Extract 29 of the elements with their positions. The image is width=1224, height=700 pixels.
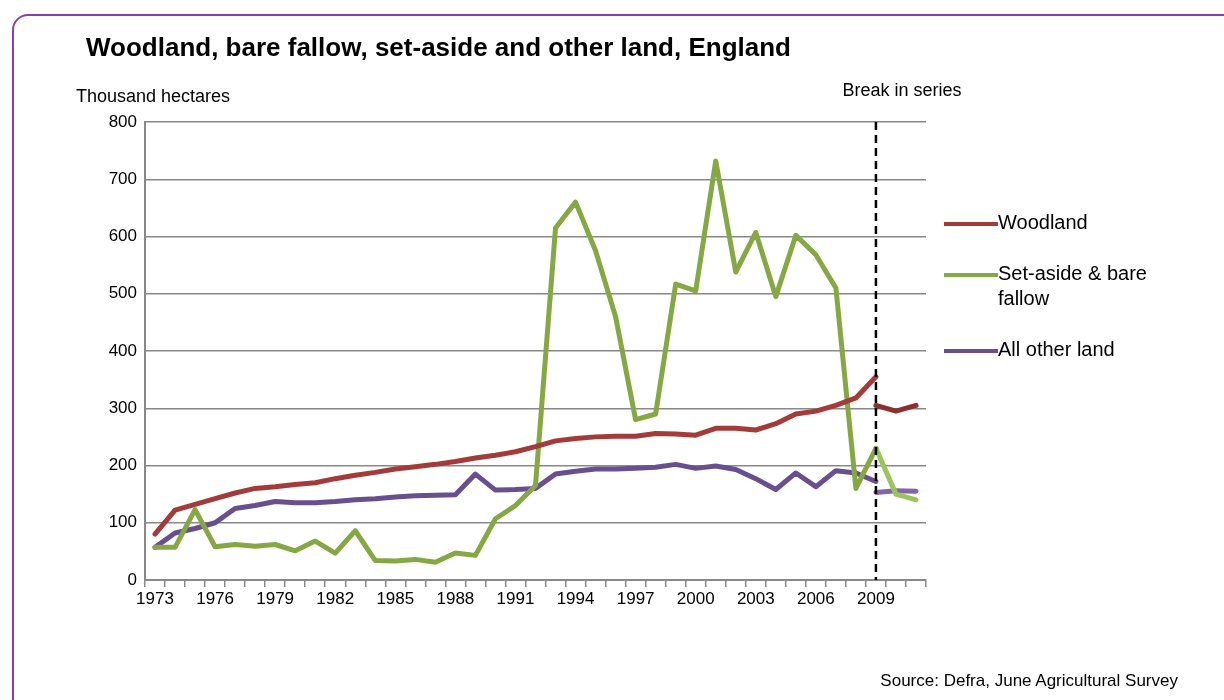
x-tick-label: 1973 bbox=[136, 588, 174, 608]
chart-title: Woodland, bare fallow, set-aside and other land, England bbox=[86, 32, 791, 63]
x-tick-label: 1982 bbox=[316, 588, 355, 608]
x-tick-label: 1985 bbox=[376, 588, 415, 608]
x-tick-label: 2009 bbox=[857, 588, 895, 608]
source-note: Source: Defra, June Agricultural Survey bbox=[880, 671, 1178, 691]
y-tick-label: 0 bbox=[127, 569, 137, 589]
ref-line-label: Break in series bbox=[842, 79, 962, 100]
x-tick-label: 1979 bbox=[256, 588, 295, 608]
y-axis-title: Thousand hectares bbox=[76, 86, 231, 107]
y-tick-label: 700 bbox=[108, 168, 137, 188]
x-tick-label: 2003 bbox=[736, 588, 775, 608]
x-tick-label: 1994 bbox=[556, 588, 595, 608]
y-tick-label: 800 bbox=[108, 111, 137, 131]
y-tick-label: 100 bbox=[108, 512, 137, 532]
x-tick-label: 1991 bbox=[496, 588, 535, 608]
y-tick-label: 500 bbox=[108, 283, 137, 303]
legend-label: Woodland bbox=[998, 210, 1089, 235]
y-tick-label: 300 bbox=[108, 397, 137, 417]
x-tick-label: 1988 bbox=[436, 588, 475, 608]
y-tick-label: 400 bbox=[108, 340, 137, 360]
y-tick-label: 200 bbox=[108, 455, 137, 475]
legend-label: Set-aside & bare fallow bbox=[998, 261, 1148, 311]
x-tick-label: 1976 bbox=[196, 588, 234, 608]
x-tick-label: 1997 bbox=[616, 588, 655, 608]
legend-label: All other land bbox=[998, 337, 1116, 362]
x-tick-label: 2006 bbox=[796, 588, 835, 608]
y-tick-label: 600 bbox=[108, 226, 137, 246]
x-tick-label: 2000 bbox=[676, 588, 715, 608]
